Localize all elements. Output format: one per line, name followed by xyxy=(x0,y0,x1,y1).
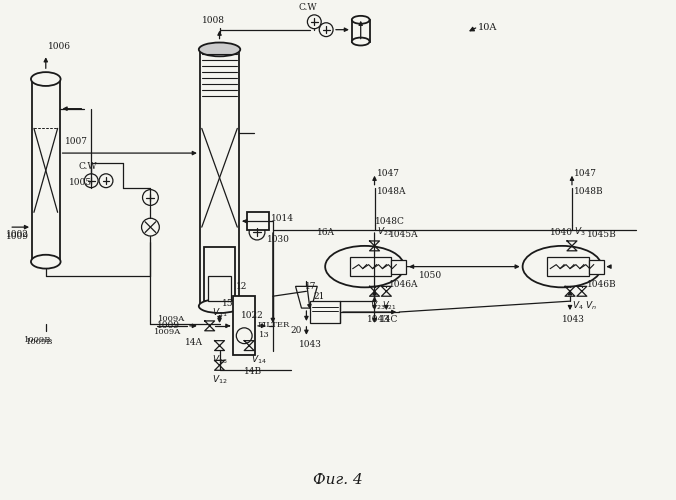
Bar xyxy=(589,260,604,274)
Text: 1009A: 1009A xyxy=(154,328,182,336)
Text: $V_{22}$: $V_{22}$ xyxy=(377,226,392,238)
Circle shape xyxy=(99,174,113,188)
Text: 1009A: 1009A xyxy=(158,315,186,323)
Text: $V_n$: $V_n$ xyxy=(585,299,597,312)
Ellipse shape xyxy=(31,255,61,268)
Text: $V_{11}$: $V_{11}$ xyxy=(212,306,227,319)
Circle shape xyxy=(237,328,252,344)
Ellipse shape xyxy=(523,246,602,288)
Bar xyxy=(391,260,406,274)
Text: $V_{23}$: $V_{23}$ xyxy=(370,299,385,312)
Ellipse shape xyxy=(352,38,370,46)
Text: 13: 13 xyxy=(259,331,270,339)
Ellipse shape xyxy=(352,16,370,24)
Text: 1048B: 1048B xyxy=(574,186,604,196)
Text: C.W: C.W xyxy=(299,3,317,12)
Text: 1006: 1006 xyxy=(48,42,71,51)
Bar xyxy=(208,276,231,301)
Text: $V_{12}$: $V_{12}$ xyxy=(212,373,227,386)
Bar xyxy=(203,247,235,301)
Text: 1009: 1009 xyxy=(158,321,180,330)
Text: 10A: 10A xyxy=(478,23,498,32)
Circle shape xyxy=(249,224,265,240)
Circle shape xyxy=(308,15,321,28)
Text: 12: 12 xyxy=(237,282,247,292)
Bar xyxy=(32,79,59,262)
Bar xyxy=(200,50,239,306)
Text: 1022: 1022 xyxy=(241,311,264,320)
Text: 1048A: 1048A xyxy=(377,186,406,196)
Ellipse shape xyxy=(199,299,240,313)
Text: 21: 21 xyxy=(313,292,324,301)
Circle shape xyxy=(319,23,333,36)
Bar xyxy=(310,301,340,323)
Circle shape xyxy=(141,218,160,236)
Text: 1007: 1007 xyxy=(64,137,87,146)
Text: $V_4$: $V_4$ xyxy=(572,299,584,312)
Ellipse shape xyxy=(199,42,240,56)
Text: Фиг. 4: Фиг. 4 xyxy=(313,473,363,487)
Bar xyxy=(352,20,370,42)
Text: $V_{14}$: $V_{14}$ xyxy=(251,354,267,366)
Text: 1009: 1009 xyxy=(6,232,29,241)
Text: 1005: 1005 xyxy=(68,178,92,187)
Text: $V_{13}$: $V_{13}$ xyxy=(212,354,227,366)
Text: C.W: C.W xyxy=(78,162,97,171)
Text: 1045B: 1045B xyxy=(587,230,617,239)
Text: 14B: 14B xyxy=(244,368,262,376)
Text: 1008: 1008 xyxy=(201,16,224,24)
Text: 1046A: 1046A xyxy=(389,280,419,289)
Text: 1046B: 1046B xyxy=(587,280,617,289)
Text: 1002: 1002 xyxy=(6,230,29,239)
Text: 1030: 1030 xyxy=(267,235,290,244)
Text: 16A: 16A xyxy=(317,228,335,237)
Text: 17: 17 xyxy=(306,282,317,292)
Text: 20: 20 xyxy=(291,326,302,335)
Text: 1043: 1043 xyxy=(366,315,389,324)
Bar xyxy=(233,296,255,356)
Text: FILTER: FILTER xyxy=(257,321,289,329)
Bar xyxy=(548,256,589,276)
Ellipse shape xyxy=(31,72,61,86)
Text: 1050: 1050 xyxy=(419,270,442,280)
Text: 1043: 1043 xyxy=(562,315,585,324)
Text: 1014: 1014 xyxy=(271,214,294,224)
Text: 1009B: 1009B xyxy=(26,338,53,345)
Text: 1048C: 1048C xyxy=(375,217,404,226)
Text: 1045A: 1045A xyxy=(389,230,419,239)
Text: 14A: 14A xyxy=(185,338,203,346)
Text: $V_3$: $V_3$ xyxy=(574,226,585,238)
Text: 1047: 1047 xyxy=(377,169,400,178)
Text: $V_{21}$: $V_{21}$ xyxy=(383,299,397,312)
Text: 14C: 14C xyxy=(379,315,398,324)
Ellipse shape xyxy=(325,246,404,288)
Bar xyxy=(350,256,391,276)
Bar xyxy=(247,212,269,230)
Text: 1009B: 1009B xyxy=(24,336,51,344)
Circle shape xyxy=(143,190,158,206)
Text: 1043: 1043 xyxy=(299,340,321,348)
Circle shape xyxy=(84,174,98,188)
Text: 1040: 1040 xyxy=(550,228,573,237)
Text: 15: 15 xyxy=(222,299,233,308)
Text: 1047: 1047 xyxy=(574,169,597,178)
